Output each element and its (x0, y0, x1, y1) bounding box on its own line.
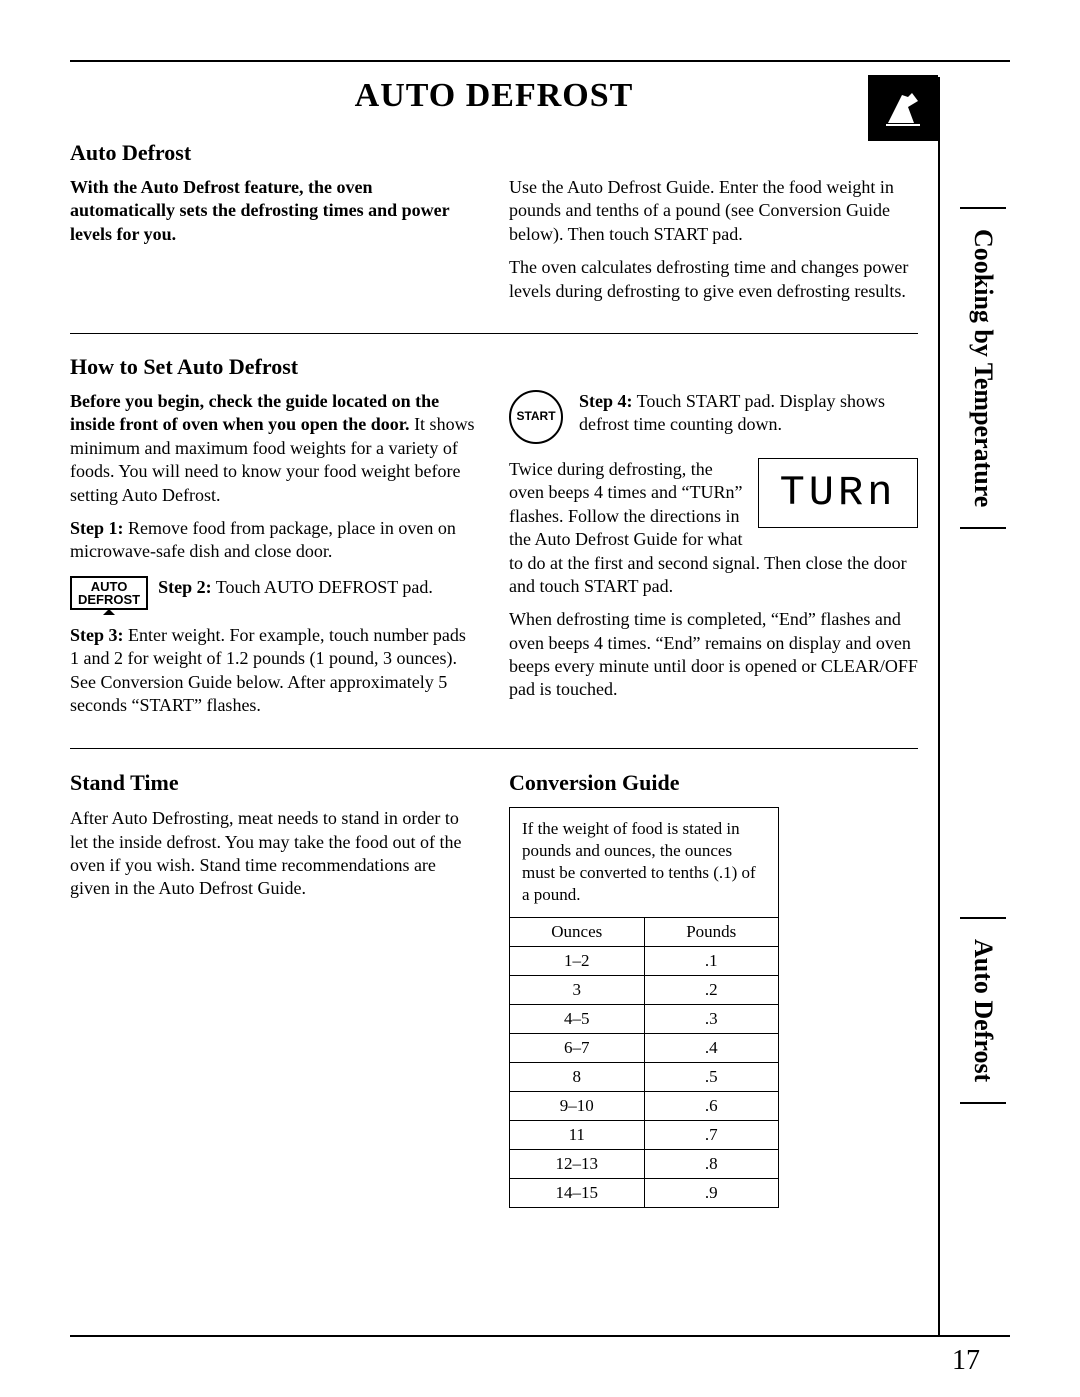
section1-right-p2: The oven calculates defrosting time and … (509, 256, 918, 303)
cell: .5 (644, 1062, 778, 1091)
page-content: AUTO DEFROST Auto Defrost With the Auto … (70, 77, 940, 1337)
turn-paragraph-block: TURn Twice during defrosting, the oven b… (509, 458, 918, 598)
cell: 1–2 (510, 946, 644, 975)
stand-time-col: Stand Time After Auto Defrosting, meat n… (70, 769, 479, 1209)
page-title: AUTO DEFROST (70, 77, 918, 115)
cell: .6 (644, 1092, 778, 1121)
cell: .3 (644, 1004, 778, 1033)
step4-label: Step 4: (579, 391, 633, 411)
step1-label: Step 1: (70, 518, 124, 538)
conversion-heading: Conversion Guide (509, 769, 918, 798)
step2-label: Step 2: (158, 577, 212, 597)
section2-left-intro: Before you begin, check the guide locate… (70, 390, 479, 507)
table-row: 1–2.1 (510, 946, 778, 975)
conversion-table-box: If the weight of food is stated in pound… (509, 807, 779, 1208)
auto-defrost-l2: DEFROST (78, 592, 140, 607)
stand-time-heading: Stand Time (70, 769, 479, 798)
step1-text: Remove food from package, place in oven … (70, 518, 456, 561)
cell: 11 (510, 1121, 644, 1150)
table-row: OuncesPounds (510, 918, 778, 947)
step2-text: Touch AUTO DEFROST pad. (212, 577, 433, 597)
section2-left: Before you begin, check the guide locate… (70, 390, 479, 728)
cell: .2 (644, 975, 778, 1004)
stand-time-text: After Auto Defrosting, meat needs to sta… (70, 807, 479, 901)
conversion-table: OuncesPounds 1–2.1 3.2 4–5.3 6–7.4 8.5 9… (510, 918, 778, 1208)
section1-left: With the Auto Defrost feature, the oven … (70, 176, 479, 313)
divider (70, 748, 918, 749)
turn-display: TURn (758, 458, 918, 528)
sidebar-tab-autodefrost: Auto Defrost (960, 917, 1006, 1104)
conversion-intro: If the weight of food is stated in pound… (510, 808, 778, 917)
divider (70, 333, 918, 334)
page-icon (868, 75, 938, 141)
conversion-guide-col: Conversion Guide If the weight of food i… (509, 769, 918, 1209)
step2: Step 2: Touch AUTO DEFROST pad. (158, 576, 433, 599)
table-row: 6–7.4 (510, 1033, 778, 1062)
cell: .4 (644, 1033, 778, 1062)
section1-right-p1: Use the Auto Defrost Guide. Enter the fo… (509, 176, 918, 246)
start-button-icon: START (509, 390, 563, 444)
section2-right: START Step 4: Touch START pad. Display s… (509, 390, 918, 728)
cell: .9 (644, 1179, 778, 1208)
table-row: 12–13.8 (510, 1150, 778, 1179)
section1-right: Use the Auto Defrost Guide. Enter the fo… (509, 176, 918, 313)
table-row: 11.7 (510, 1121, 778, 1150)
step3: Step 3: Enter weight. For example, touch… (70, 624, 479, 718)
cell: .1 (644, 946, 778, 975)
cell: 8 (510, 1062, 644, 1091)
ounces-header: Ounces (510, 918, 644, 947)
page-number: 17 (952, 1345, 980, 1377)
cell: 14–15 (510, 1179, 644, 1208)
section2-heading: How to Set Auto Defrost (70, 354, 918, 380)
cell: .7 (644, 1121, 778, 1150)
section2-left-bold: Before you begin, check the guide locate… (70, 391, 439, 434)
table-row: 8.5 (510, 1062, 778, 1091)
table-row: 9–10.6 (510, 1092, 778, 1121)
sidebar-tab-cooking: Cooking by Temperature (960, 207, 1006, 529)
step4-row: START Step 4: Touch START pad. Display s… (509, 390, 918, 444)
bottom-border (70, 1335, 1010, 1337)
step4: Step 4: Touch START pad. Display shows d… (579, 390, 918, 437)
cell: 3 (510, 975, 644, 1004)
section1-left-bold: With the Auto Defrost feature, the oven … (70, 176, 479, 246)
auto-defrost-button-icon: AUTODEFROST (70, 576, 148, 610)
cell: .8 (644, 1150, 778, 1179)
section2-right-p3: When defrosting time is completed, “End”… (509, 608, 918, 702)
table-row: 3.2 (510, 975, 778, 1004)
step2-row: AUTODEFROST Step 2: Touch AUTO DEFROST p… (70, 576, 479, 610)
cell: 6–7 (510, 1033, 644, 1062)
table-row: 4–5.3 (510, 1004, 778, 1033)
cell: 12–13 (510, 1150, 644, 1179)
step3-label: Step 3: (70, 625, 124, 645)
section1-heading: Auto Defrost (70, 140, 918, 166)
step3-text: Enter weight. For example, touch number … (70, 625, 466, 715)
cell: 9–10 (510, 1092, 644, 1121)
step1: Step 1: Remove food from package, place … (70, 517, 479, 564)
pounds-header: Pounds (644, 918, 778, 947)
cell: 4–5 (510, 1004, 644, 1033)
table-row: 14–15.9 (510, 1179, 778, 1208)
